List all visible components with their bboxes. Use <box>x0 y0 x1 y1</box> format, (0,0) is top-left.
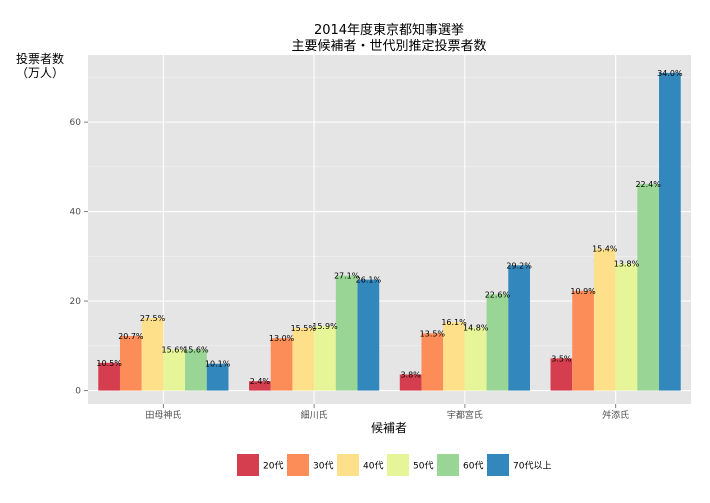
legend-label: 30代 <box>313 461 333 472</box>
legend-key <box>287 454 309 476</box>
bar <box>593 248 616 391</box>
legend-key <box>387 454 409 476</box>
data-label: 15.6% <box>162 345 188 354</box>
data-label: 2.4% <box>250 377 271 386</box>
data-label: 15.9% <box>312 322 338 331</box>
x-tick-label: 宇都宮氏 <box>447 409 483 421</box>
bar <box>206 363 229 391</box>
x-axis-label: 候補者 <box>371 421 407 435</box>
bar <box>443 322 465 391</box>
data-label: 15.4% <box>592 245 618 254</box>
x-tick-label: 舛添氏 <box>602 409 629 421</box>
data-label: 22.4% <box>635 180 661 189</box>
y-tick-label: 0 <box>75 387 81 397</box>
data-label: 15.5% <box>291 324 317 333</box>
y-axis-ticks: 0 20 40 60 <box>70 118 88 397</box>
bar <box>185 349 207 391</box>
bars <box>98 72 681 391</box>
bar <box>119 335 142 391</box>
data-labels: 10.5%20.7%27.5%15.6%15.6%10.1%2.4%13.0%1… <box>96 69 683 386</box>
data-label: 13.0% <box>269 334 295 343</box>
bar <box>163 349 186 391</box>
bar <box>464 327 487 391</box>
legend-label: 20代 <box>263 461 283 472</box>
data-label: 27.5% <box>140 314 166 323</box>
data-label: 22.6% <box>485 290 511 299</box>
data-label: 16.1% <box>441 318 467 327</box>
chart-title-line-2: 主要候補者・世代別推定投票者数 <box>291 38 486 54</box>
bar <box>249 381 271 391</box>
data-label: 26.1% <box>356 276 382 285</box>
data-label: 10.5% <box>96 359 122 368</box>
legend-label: 70代以上 <box>513 461 551 472</box>
data-label: 15.6% <box>183 345 209 354</box>
y-axis-label-line-2: （万人） <box>16 66 64 80</box>
legend-key <box>437 454 459 476</box>
y-tick-label: 40 <box>70 208 82 218</box>
bar <box>486 294 509 391</box>
bar <box>399 374 422 391</box>
bar <box>98 362 120 391</box>
bar <box>314 326 336 391</box>
bar <box>637 183 660 391</box>
legend-label: 40代 <box>363 461 383 472</box>
data-label: 14.8% <box>463 323 489 332</box>
bar <box>270 338 293 391</box>
bar <box>141 318 164 391</box>
legend-key <box>337 454 359 476</box>
chart-title-line-1: 2014年度東京都知事選挙 <box>314 22 464 38</box>
x-tick-label: 田母神氏 <box>145 409 181 421</box>
bar <box>421 333 444 391</box>
data-label: 34.0% <box>657 69 683 78</box>
y-tick-label: 60 <box>70 118 82 128</box>
legend-key <box>237 454 259 476</box>
data-label: 10.1% <box>205 360 231 369</box>
data-label: 13.5% <box>420 329 446 338</box>
data-label: 10.9% <box>570 287 596 296</box>
legend-key <box>487 454 509 476</box>
data-label: 20.7% <box>118 332 144 341</box>
legend-label: 50代 <box>413 461 433 472</box>
bar <box>292 327 315 391</box>
bar <box>615 263 638 391</box>
x-axis-ticks: 田母神氏 細川氏 宇都宮氏 舛添氏 <box>145 404 629 421</box>
bar <box>357 279 380 391</box>
data-label: 13.8% <box>614 260 640 269</box>
legend: 20代 30代 40代 50代 60代 70代以上 <box>237 454 551 476</box>
legend-label: 60代 <box>463 461 483 472</box>
bar <box>335 275 358 391</box>
bar <box>550 358 573 391</box>
data-label: 3.5% <box>551 354 572 363</box>
x-tick-label: 細川氏 <box>301 409 328 421</box>
y-tick-label: 20 <box>70 297 82 307</box>
data-label: 3.8% <box>400 370 421 379</box>
data-label: 27.1% <box>334 272 360 281</box>
bar <box>659 72 681 391</box>
bar <box>572 290 594 391</box>
bar <box>508 265 530 391</box>
data-label: 29.2% <box>506 261 532 270</box>
y-axis-label-line-1: 投票者数 <box>16 51 64 66</box>
